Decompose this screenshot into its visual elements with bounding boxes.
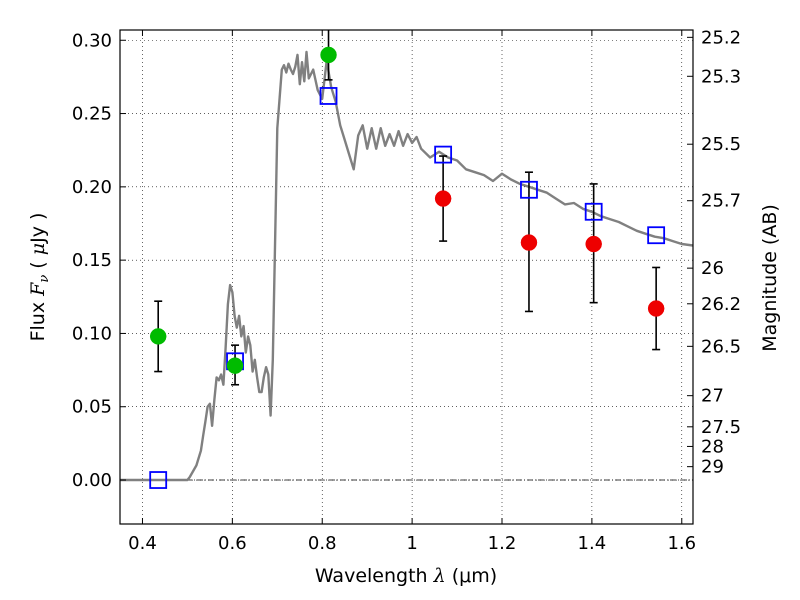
- observed-flux-point: [647, 300, 665, 317]
- data-markers: [149, 46, 666, 489]
- y-axis-title: Flux Fν ( μJy ): [27, 213, 52, 342]
- magnitude-tick-label: 25.5: [701, 134, 741, 155]
- magnitude-tick-label: 28: [701, 436, 724, 457]
- magnitude-tick-label: 26.5: [701, 336, 741, 357]
- x-tick-label: 1.6: [667, 533, 696, 554]
- observed-flux-point: [149, 328, 167, 345]
- magnitude-tick-label: 25.7: [701, 191, 741, 212]
- x-tick-label: 1: [406, 533, 417, 554]
- y-tick-label: 0.25: [72, 104, 112, 125]
- y2-axis-title: Magnitude (AB): [759, 204, 781, 352]
- y-tick-labels: 0.00 0.05 0.10 0.15 0.20 0.25 0.30: [72, 30, 112, 491]
- y-tick-label: 0.05: [72, 397, 112, 418]
- observed-flux-point: [226, 357, 244, 374]
- magnitude-tick-label: 26: [701, 258, 724, 279]
- model-photometry-square: [149, 471, 168, 489]
- x-axis-title: Wavelength λ (μm): [315, 565, 497, 587]
- magnitude-tick-label: 27.5: [701, 417, 741, 438]
- y-tick-label: 0.15: [72, 250, 112, 271]
- x-tick-label: 0.6: [218, 533, 247, 554]
- y-tick-label: 0.00: [72, 470, 112, 491]
- y-tick-label: 0.20: [72, 177, 112, 198]
- y-tick-label: 0.10: [72, 323, 112, 344]
- magnitude-tick-label: 25.2: [701, 27, 741, 48]
- observed-flux-point: [320, 46, 337, 64]
- magnitude-tick-label: 29: [701, 457, 724, 478]
- magnitude-tick-label: 25.3: [701, 66, 741, 87]
- model-photometry-square: [434, 145, 453, 164]
- observed-flux-point: [434, 190, 452, 207]
- observed-flux-point: [585, 235, 602, 253]
- plot-frame: [119, 29, 694, 525]
- x-tick-label: 1.4: [578, 533, 607, 554]
- x-tick-labels: 0.4 0.6 0.8 1 1.2 1.4 1.6: [128, 533, 696, 554]
- observed-flux-point: [520, 234, 538, 251]
- plot-area: [120, 30, 693, 524]
- x-tick-label: 1.2: [488, 533, 517, 554]
- y-tick-label: 0.30: [72, 30, 112, 51]
- model-photometry-square: [520, 180, 538, 199]
- model-photometry-square: [584, 202, 603, 221]
- magnitude-tick-label: 26.2: [701, 294, 741, 315]
- x-tick-label: 0.8: [308, 533, 337, 554]
- model-photometry-square: [319, 87, 338, 105]
- x-tick-label: 0.4: [128, 533, 157, 554]
- model-photometry-square: [647, 226, 666, 245]
- magnitude-tick-label: 27: [701, 386, 724, 407]
- axis-ticks: [120, 30, 693, 524]
